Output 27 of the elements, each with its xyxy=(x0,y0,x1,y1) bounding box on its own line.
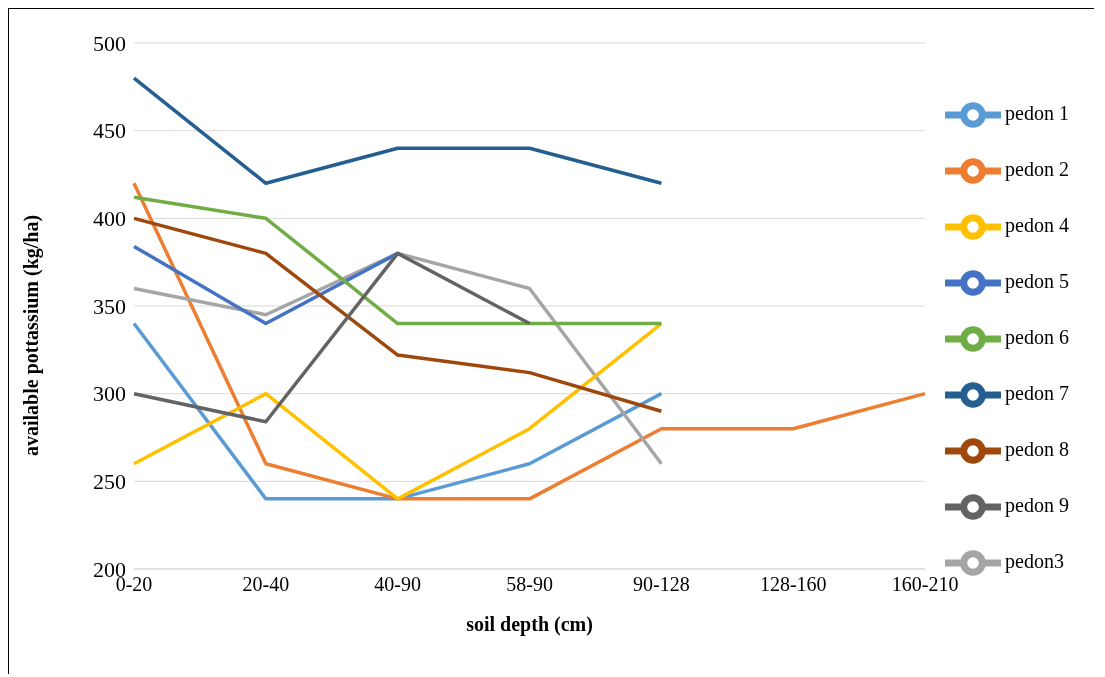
line-series xyxy=(132,321,664,501)
y-tick-label: 400 xyxy=(93,206,126,232)
x-tick-label: 40-90 xyxy=(374,573,422,596)
legend-label: pedon 8 xyxy=(1005,437,1069,460)
legend-label: pedon 2 xyxy=(1005,157,1069,180)
legend-label: pedon 1 xyxy=(1005,101,1069,124)
line-series xyxy=(132,216,664,413)
legend-label: pedon 4 xyxy=(1005,213,1069,236)
x-tick-label: 160-210 xyxy=(891,573,959,596)
y-tick-label: 250 xyxy=(93,469,126,495)
x-axis-title: soil depth (cm) xyxy=(466,613,593,636)
x-tick-label: 58-90 xyxy=(506,573,553,596)
x-tick-label: 128-160 xyxy=(759,573,827,596)
y-tick-label: 450 xyxy=(93,118,126,144)
y-tick-label: 350 xyxy=(93,293,126,319)
line-series xyxy=(132,181,927,501)
y-tick-label: 500 xyxy=(93,30,126,56)
legend-label: pedon 9 xyxy=(1005,493,1069,516)
line-series xyxy=(132,251,532,424)
y-axis-title: available pottassium (kg/ha) xyxy=(20,214,44,456)
y-tick-label: 300 xyxy=(93,381,126,407)
x-tick-label: 20-40 xyxy=(242,573,290,596)
legend-label: pedon 7 xyxy=(1005,381,1069,404)
legend-label: pedon 6 xyxy=(1005,325,1069,348)
legend-label: pedon 5 xyxy=(1005,269,1069,292)
x-tick-label: 90-128 xyxy=(633,573,690,596)
legend-label: pedon3 xyxy=(1005,549,1064,572)
